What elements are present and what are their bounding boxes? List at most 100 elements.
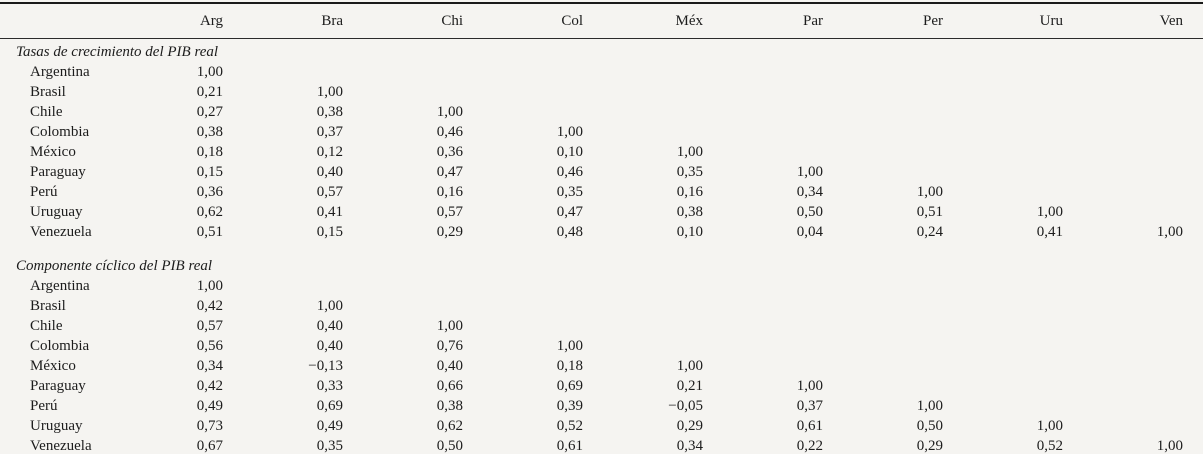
correlation-value: 0,47 — [556, 204, 583, 220]
correlation-value: 0,10 — [676, 224, 703, 240]
empty-cell — [843, 103, 963, 123]
empty-cell — [1083, 103, 1203, 123]
correlation-value: 0,62 — [196, 204, 223, 220]
empty-cell — [1083, 63, 1203, 83]
correlation-value: 0,39 — [556, 398, 583, 414]
correlation-value: 1,00 — [796, 378, 823, 394]
empty-cell — [843, 123, 963, 143]
correlation-value: 0,41 — [1036, 224, 1063, 240]
empty-cell — [723, 297, 843, 317]
empty-cell — [723, 103, 843, 123]
correlation-value: 0,16 — [676, 184, 703, 200]
empty-cell — [843, 277, 963, 297]
empty-cell — [963, 337, 1083, 357]
row-label: México — [30, 144, 76, 160]
correlation-value: 0,57 — [436, 204, 463, 220]
correlation-value: 0,22 — [796, 438, 823, 454]
empty-cell — [843, 377, 963, 397]
column-header: Ven — [1083, 3, 1203, 39]
correlation-value: 0,15 — [316, 224, 343, 240]
empty-cell — [603, 63, 723, 83]
correlation-value: 0,35 — [676, 164, 703, 180]
empty-cell — [483, 277, 603, 297]
empty-cell — [483, 317, 603, 337]
empty-cell — [483, 83, 603, 103]
row-label: Perú — [30, 398, 58, 414]
correlation-value: 0,04 — [796, 224, 823, 240]
correlation-value: 0,56 — [196, 338, 223, 354]
correlation-value: 0,36 — [196, 184, 223, 200]
empty-cell — [1083, 337, 1203, 357]
correlation-value: 1,00 — [676, 144, 703, 160]
table-row: Colombia 0,56 0,40 0,76 1,00 — [0, 337, 1203, 357]
column-header: Chi — [363, 3, 483, 39]
correlation-value: 0,46 — [436, 124, 463, 140]
column-header: Uru — [963, 3, 1083, 39]
table-row: Venezuela 0,67 0,35 0,50 0,61 0,34 0,22 0,29 0,5… — [0, 437, 1203, 454]
empty-cell — [1083, 417, 1203, 437]
correlation-value: 1,00 — [916, 398, 943, 414]
correlation-value: 1,00 — [1036, 204, 1063, 220]
column-header: Par — [723, 3, 843, 39]
empty-cell — [1083, 297, 1203, 317]
row-label: Argentina — [30, 64, 90, 80]
empty-cell — [723, 143, 843, 163]
section-title: Tasas de crecimiento del PIB real — [16, 43, 219, 60]
table-row: México 0,18 0,12 0,36 0,10 1,00 — [0, 143, 1203, 163]
correlation-value: 0,27 — [196, 104, 223, 120]
correlation-value: 0,52 — [1036, 438, 1063, 454]
row-label: Chile — [30, 104, 63, 120]
table-row: Colombia 0,38 0,37 0,46 1,00 — [0, 123, 1203, 143]
row-label: Colombia — [30, 338, 90, 354]
correlation-value: 1,00 — [196, 278, 223, 294]
empty-cell — [723, 357, 843, 377]
row-label: México — [30, 358, 76, 374]
correlation-value: 0,40 — [316, 338, 343, 354]
correlation-value: 0,35 — [316, 438, 343, 454]
correlation-value: 0,35 — [556, 184, 583, 200]
row-label: Uruguay — [30, 418, 83, 434]
empty-cell — [243, 63, 363, 83]
empty-cell — [963, 277, 1083, 297]
table-row: Perú 0,49 0,69 0,38 0,39 −0,05 0,37 1,00 — [0, 397, 1203, 417]
section-title: Componente cíclico del PIB real — [16, 257, 213, 274]
empty-cell — [963, 377, 1083, 397]
empty-cell — [843, 317, 963, 337]
column-header: Arg — [123, 3, 243, 39]
empty-cell — [843, 297, 963, 317]
table-row: México 0,34 −0,13 0,40 0,18 1,00 — [0, 357, 1203, 377]
empty-cell — [1083, 357, 1203, 377]
empty-cell — [363, 63, 483, 83]
empty-cell — [363, 297, 483, 317]
empty-cell — [963, 63, 1083, 83]
correlation-value: 0,67 — [196, 438, 223, 454]
correlation-value: 0,49 — [196, 398, 223, 414]
empty-cell — [483, 103, 603, 123]
empty-cell — [843, 83, 963, 103]
empty-cell — [603, 337, 723, 357]
empty-cell — [963, 123, 1083, 143]
empty-cell — [963, 83, 1083, 103]
correlation-value: 0,37 — [796, 398, 823, 414]
correlation-value: 0,50 — [916, 418, 943, 434]
correlation-value: 0,21 — [196, 84, 223, 100]
empty-cell — [723, 123, 843, 143]
table-row: Brasil 0,42 1,00 — [0, 297, 1203, 317]
correlation-value: 0,40 — [316, 164, 343, 180]
empty-cell — [843, 163, 963, 183]
correlation-value: 0,42 — [196, 378, 223, 394]
header-row: Arg Bra Chi Col Méx Par Per Uru Ven — [0, 3, 1203, 39]
correlation-value: 0,15 — [196, 164, 223, 180]
column-header: Méx — [603, 3, 723, 39]
correlation-value: 0,24 — [916, 224, 943, 240]
empty-cell — [963, 397, 1083, 417]
correlation-value: 0,38 — [676, 204, 703, 220]
correlation-value: 0,38 — [436, 398, 463, 414]
empty-cell — [1083, 203, 1203, 223]
empty-cell — [723, 317, 843, 337]
empty-cell — [1083, 277, 1203, 297]
empty-cell — [363, 277, 483, 297]
correlation-value: 0,18 — [556, 358, 583, 374]
correlation-value: 1,00 — [916, 184, 943, 200]
